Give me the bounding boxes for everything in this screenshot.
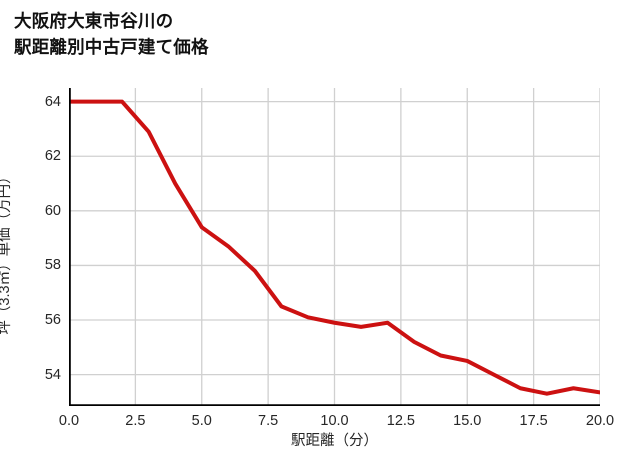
y-tick-54: 54: [44, 366, 61, 383]
x-tick-7.5: 7.5: [258, 413, 279, 429]
y-tick-62: 62: [44, 148, 61, 165]
y-tick-64: 64: [44, 93, 61, 110]
y-axis-label-text: 坪（3.3㎡）単価（万円）: [0, 169, 13, 335]
y-tick-58: 58: [44, 257, 61, 274]
y-axis-label: 坪（3.3㎡）単価（万円）: [0, 92, 14, 412]
x-axis-label-text: 駅距離（分）: [291, 433, 378, 449]
x-tick-15.0: 15.0: [453, 413, 482, 429]
x-tick-5.0: 5.0: [191, 413, 212, 429]
data-series-line: [69, 99, 600, 396]
y-tick-60: 60: [44, 202, 61, 219]
chart-title: 大阪府大東市谷川の 駅距離別中古戸建て価格: [14, 11, 209, 57]
x-tick-0.0: 0.0: [58, 413, 80, 429]
x-tick-10.0: 10.0: [320, 413, 349, 429]
axis-spines: [69, 88, 600, 406]
y-tick-56: 56: [44, 312, 61, 329]
x-tick-2.5: 2.5: [125, 413, 146, 429]
x-tick-20.0: 20.0: [585, 413, 615, 429]
x-axis-label: 駅距離（分）: [0, 429, 621, 450]
gridlines-vertical: [69, 88, 600, 406]
x-tick-17.5: 17.5: [519, 413, 548, 429]
plot-svg: [69, 88, 600, 406]
plot-area: [69, 88, 600, 406]
x-tick-12.5: 12.5: [386, 413, 415, 429]
